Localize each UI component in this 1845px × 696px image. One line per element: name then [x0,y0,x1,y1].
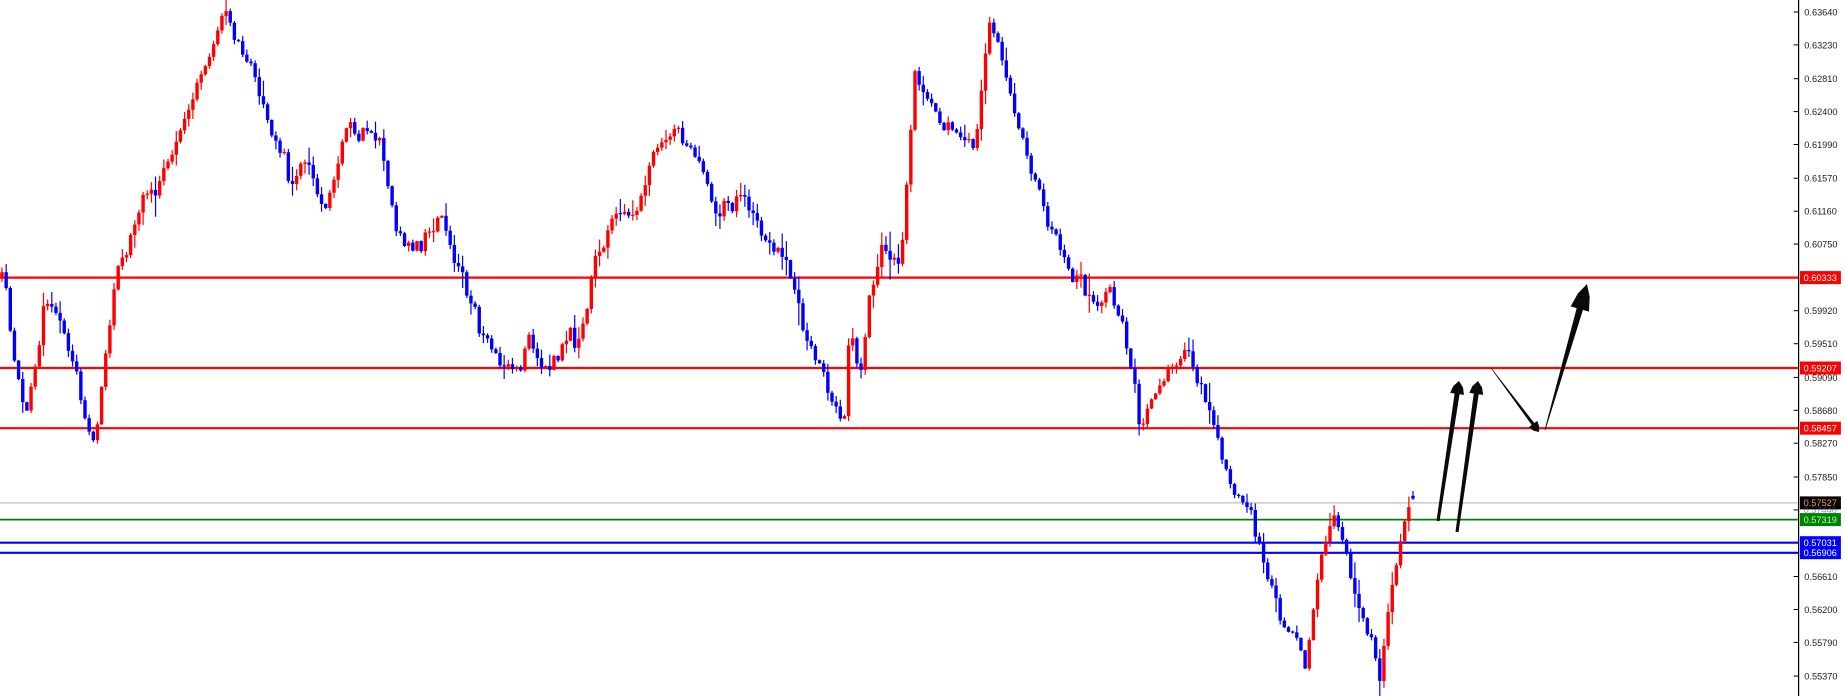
svg-text:0.57850: 0.57850 [1804,473,1837,483]
svg-text:0.62400: 0.62400 [1804,107,1837,117]
svg-text:0.59090: 0.59090 [1804,373,1837,383]
svg-text:0.56200: 0.56200 [1804,605,1837,615]
svg-text:0.61570: 0.61570 [1804,174,1837,184]
svg-text:0.63230: 0.63230 [1804,40,1837,50]
svg-text:0.55370: 0.55370 [1804,672,1837,682]
svg-text:0.56906: 0.56906 [1804,548,1837,558]
svg-text:0.61990: 0.61990 [1804,140,1837,150]
svg-text:0.59920: 0.59920 [1804,306,1837,316]
svg-text:0.60750: 0.60750 [1804,240,1837,250]
svg-text:0.57319: 0.57319 [1804,515,1837,525]
svg-text:0.59207: 0.59207 [1804,363,1837,373]
svg-text:0.58457: 0.58457 [1804,424,1837,434]
svg-text:0.55790: 0.55790 [1804,638,1837,648]
svg-text:0.60333: 0.60333 [1804,273,1837,283]
svg-text:0.58680: 0.58680 [1804,406,1837,416]
svg-text:0.58270: 0.58270 [1804,439,1837,449]
svg-text:0.56610: 0.56610 [1804,572,1837,582]
svg-text:0.57031: 0.57031 [1804,538,1837,548]
svg-text:0.61160: 0.61160 [1804,207,1837,217]
svg-text:0.59510: 0.59510 [1804,339,1837,349]
svg-text:0.63640: 0.63640 [1804,8,1837,18]
svg-text:0.62810: 0.62810 [1804,74,1837,84]
